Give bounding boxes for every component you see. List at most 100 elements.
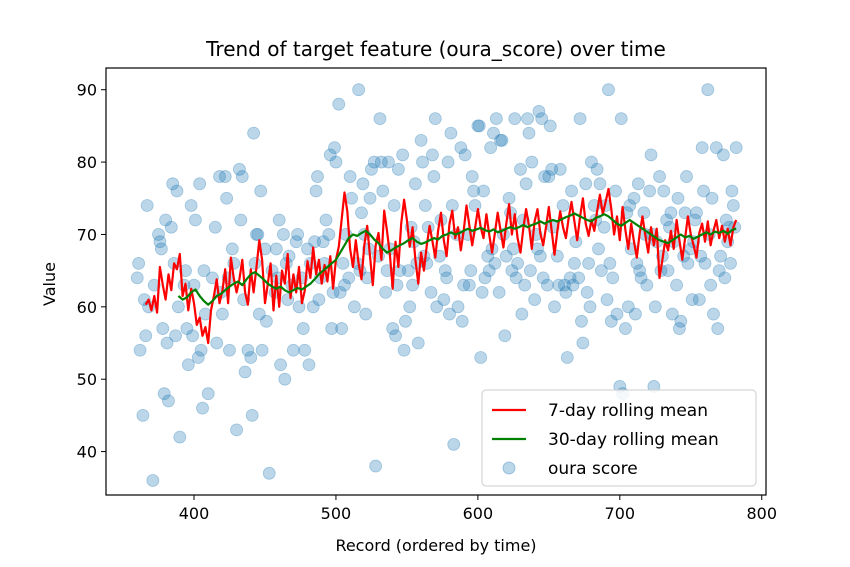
score-point	[482, 264, 496, 278]
score-point	[426, 148, 439, 162]
score-point	[406, 278, 419, 292]
score-point	[627, 191, 641, 205]
score-point	[130, 271, 144, 285]
score-point	[248, 257, 262, 270]
score-point	[472, 119, 486, 133]
score-point	[468, 199, 482, 212]
score-point	[637, 206, 651, 220]
score-point	[191, 351, 205, 364]
score-point	[661, 264, 675, 278]
score-point	[186, 329, 199, 343]
score-point	[629, 307, 642, 321]
score-point	[399, 314, 412, 328]
score-point	[369, 459, 383, 473]
rolling-30-day-line	[177, 212, 737, 306]
score-point	[312, 293, 326, 306]
score-point	[169, 329, 182, 343]
score-point	[164, 220, 178, 234]
score-point	[532, 105, 546, 118]
score-point	[604, 314, 618, 328]
score-point	[648, 300, 662, 314]
score-point	[538, 170, 551, 183]
score-point	[714, 249, 727, 263]
score-point	[269, 242, 283, 256]
score-point	[614, 112, 628, 126]
score-point	[458, 148, 472, 162]
score-point	[278, 372, 292, 386]
score-point	[492, 285, 506, 299]
x-axis-ticks: 400 500 600 700 800	[179, 495, 777, 523]
score-point	[692, 293, 706, 306]
score-point	[685, 293, 699, 306]
score-point	[250, 228, 263, 241]
score-point	[498, 329, 512, 343]
score-point	[657, 184, 671, 198]
score-point	[600, 293, 614, 306]
x-tick-label: 800	[746, 504, 777, 523]
score-point	[437, 293, 451, 306]
score-point	[528, 293, 542, 306]
score-point	[296, 322, 310, 335]
score-point	[519, 177, 533, 191]
score-point	[505, 264, 519, 278]
legend-swatch	[502, 461, 516, 475]
score-point	[373, 112, 387, 126]
score-point	[286, 343, 300, 357]
score-point	[489, 112, 503, 126]
score-point	[494, 133, 507, 147]
score-point	[488, 257, 502, 270]
score-point	[653, 170, 666, 183]
score-point	[396, 148, 410, 162]
score-point	[255, 343, 269, 357]
score-point	[162, 394, 175, 408]
x-axis-label: Record (ordered by time)	[335, 536, 536, 555]
score-point	[274, 358, 287, 372]
score-point	[332, 97, 346, 111]
score-point	[223, 343, 236, 357]
score-point	[575, 314, 588, 328]
x-tick-label: 600	[463, 504, 494, 523]
score-point	[545, 162, 559, 176]
score-point	[322, 228, 336, 241]
score-point	[336, 257, 350, 270]
score-point	[386, 322, 400, 335]
score-point	[464, 264, 478, 278]
score-point	[374, 155, 388, 169]
score-point	[640, 278, 654, 292]
score-point	[289, 235, 303, 249]
score-point	[579, 177, 593, 191]
score-point	[173, 430, 187, 444]
score-point	[560, 351, 574, 364]
y-tick-label: 50	[77, 370, 97, 389]
score-point	[664, 206, 678, 220]
score-point	[704, 278, 718, 292]
score-point	[241, 343, 255, 357]
score-point	[345, 191, 358, 205]
score-point	[451, 300, 465, 314]
score-point	[343, 170, 357, 183]
score-point	[194, 343, 208, 357]
score-point	[338, 278, 351, 292]
score-point	[566, 278, 580, 292]
y-axis-label: Value	[40, 262, 59, 306]
score-point	[609, 184, 622, 198]
score-point	[316, 235, 330, 249]
score-point	[681, 257, 695, 270]
x-tick-label: 400	[179, 504, 210, 523]
score-point	[481, 249, 495, 263]
score-point	[660, 213, 674, 227]
score-point	[170, 184, 184, 198]
x-tick-label: 500	[321, 504, 352, 523]
score-point	[252, 307, 266, 321]
score-point	[245, 408, 259, 422]
score-point	[644, 148, 658, 162]
y-axis-ticks: 40 50 60 70 80 90	[77, 81, 106, 462]
score-point	[365, 162, 378, 176]
score-point	[511, 257, 525, 270]
score-point	[262, 466, 276, 480]
score-point	[387, 199, 401, 212]
score-point	[585, 155, 598, 169]
score-point	[233, 162, 246, 176]
score-point	[631, 177, 645, 191]
